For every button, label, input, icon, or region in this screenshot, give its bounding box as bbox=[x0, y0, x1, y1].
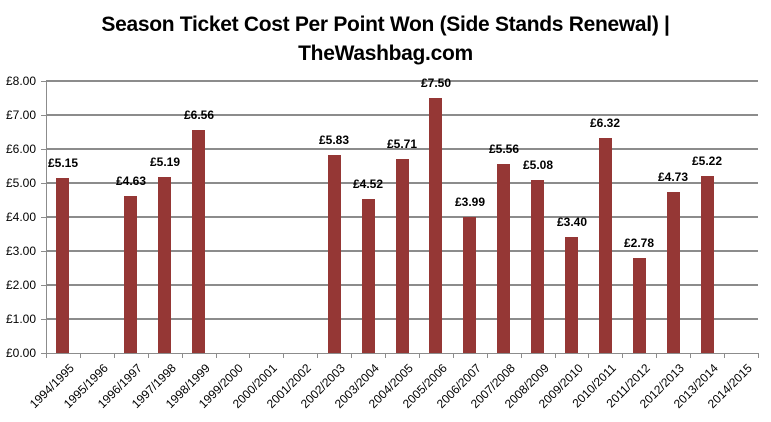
data-label: £5.56 bbox=[488, 142, 520, 156]
bar[interactable] bbox=[667, 192, 680, 353]
y-axis-tick-label: £5.00 bbox=[5, 176, 36, 190]
x-axis-tick bbox=[385, 353, 386, 358]
bar[interactable] bbox=[599, 138, 612, 353]
y-axis-tick bbox=[41, 183, 46, 184]
y-axis-tick-label: £6.00 bbox=[5, 142, 36, 156]
bar[interactable] bbox=[192, 130, 205, 353]
x-axis-tick bbox=[351, 353, 352, 358]
y-axis-tick-label: £3.00 bbox=[5, 244, 36, 258]
bar[interactable] bbox=[56, 178, 69, 353]
y-axis bbox=[46, 81, 47, 354]
y-axis-tick-label: £4.00 bbox=[5, 210, 36, 224]
y-axis-tick bbox=[41, 251, 46, 252]
y-axis-tick bbox=[41, 149, 46, 150]
data-label: £3.99 bbox=[454, 195, 486, 209]
x-axis-tick bbox=[622, 353, 623, 358]
data-label: £5.83 bbox=[318, 133, 350, 147]
bar[interactable] bbox=[362, 199, 375, 353]
bar[interactable] bbox=[124, 196, 137, 353]
data-label: £7.50 bbox=[420, 76, 452, 90]
data-label: £5.15 bbox=[47, 156, 79, 170]
y-axis-tick-label: £2.00 bbox=[5, 278, 36, 292]
data-label: £4.63 bbox=[115, 174, 147, 188]
chart-title: Season Ticket Cost Per Point Won (Side S… bbox=[0, 10, 771, 68]
x-axis-tick bbox=[588, 353, 589, 358]
x-axis-tick bbox=[283, 353, 284, 358]
y-axis-tick bbox=[41, 81, 46, 82]
gridline bbox=[46, 114, 758, 116]
data-label: £4.73 bbox=[657, 170, 689, 184]
data-label: £5.19 bbox=[149, 155, 181, 169]
chart-title-line-2: TheWashbag.com bbox=[298, 42, 473, 65]
gridline bbox=[46, 80, 758, 82]
y-axis-tick bbox=[41, 285, 46, 286]
x-axis-tick bbox=[656, 353, 657, 358]
data-label: £5.71 bbox=[386, 137, 418, 151]
y-axis-tick bbox=[41, 319, 46, 320]
x-axis-tick bbox=[80, 353, 81, 358]
data-label: £3.40 bbox=[556, 215, 588, 229]
x-axis-tick bbox=[249, 353, 250, 358]
x-axis-tick bbox=[216, 353, 217, 358]
data-label: £5.08 bbox=[522, 158, 554, 172]
x-axis-tick bbox=[521, 353, 522, 358]
x-axis-tick bbox=[453, 353, 454, 358]
y-axis-tick bbox=[41, 115, 46, 116]
bar[interactable] bbox=[429, 98, 442, 353]
x-axis-tick bbox=[724, 353, 725, 358]
bar[interactable] bbox=[396, 159, 409, 353]
gridline bbox=[46, 148, 758, 150]
y-axis-tick bbox=[41, 217, 46, 218]
y-axis-tick bbox=[41, 353, 46, 354]
chart-title-line-1: Season Ticket Cost Per Point Won (Side S… bbox=[101, 13, 670, 36]
bar[interactable] bbox=[633, 258, 646, 353]
bar[interactable] bbox=[158, 177, 171, 353]
y-axis-tick-label: £0.00 bbox=[5, 346, 36, 360]
data-label: £6.32 bbox=[589, 116, 621, 130]
y-axis-tick-label: £7.00 bbox=[5, 108, 36, 122]
bar[interactable] bbox=[328, 155, 341, 353]
data-label: £6.56 bbox=[183, 108, 215, 122]
x-axis-tick bbox=[317, 353, 318, 358]
x-axis-tick bbox=[555, 353, 556, 358]
data-label: £2.78 bbox=[623, 236, 655, 250]
y-axis-tick-label: £8.00 bbox=[5, 74, 36, 88]
x-axis-tick bbox=[148, 353, 149, 358]
data-label: £5.22 bbox=[691, 154, 723, 168]
bar[interactable] bbox=[531, 180, 544, 353]
bar[interactable] bbox=[701, 176, 714, 353]
data-label: £4.52 bbox=[352, 177, 384, 191]
x-axis-tick bbox=[46, 353, 47, 358]
x-axis bbox=[46, 353, 758, 354]
x-axis-tick bbox=[690, 353, 691, 358]
x-axis-tick bbox=[487, 353, 488, 358]
bar[interactable] bbox=[565, 237, 578, 353]
x-axis-tick bbox=[182, 353, 183, 358]
x-axis-tick bbox=[419, 353, 420, 358]
x-axis-tick bbox=[114, 353, 115, 358]
x-axis-tick bbox=[758, 353, 759, 358]
bar[interactable] bbox=[497, 164, 510, 353]
bar[interactable] bbox=[463, 217, 476, 353]
y-axis-tick-label: £1.00 bbox=[5, 312, 36, 326]
